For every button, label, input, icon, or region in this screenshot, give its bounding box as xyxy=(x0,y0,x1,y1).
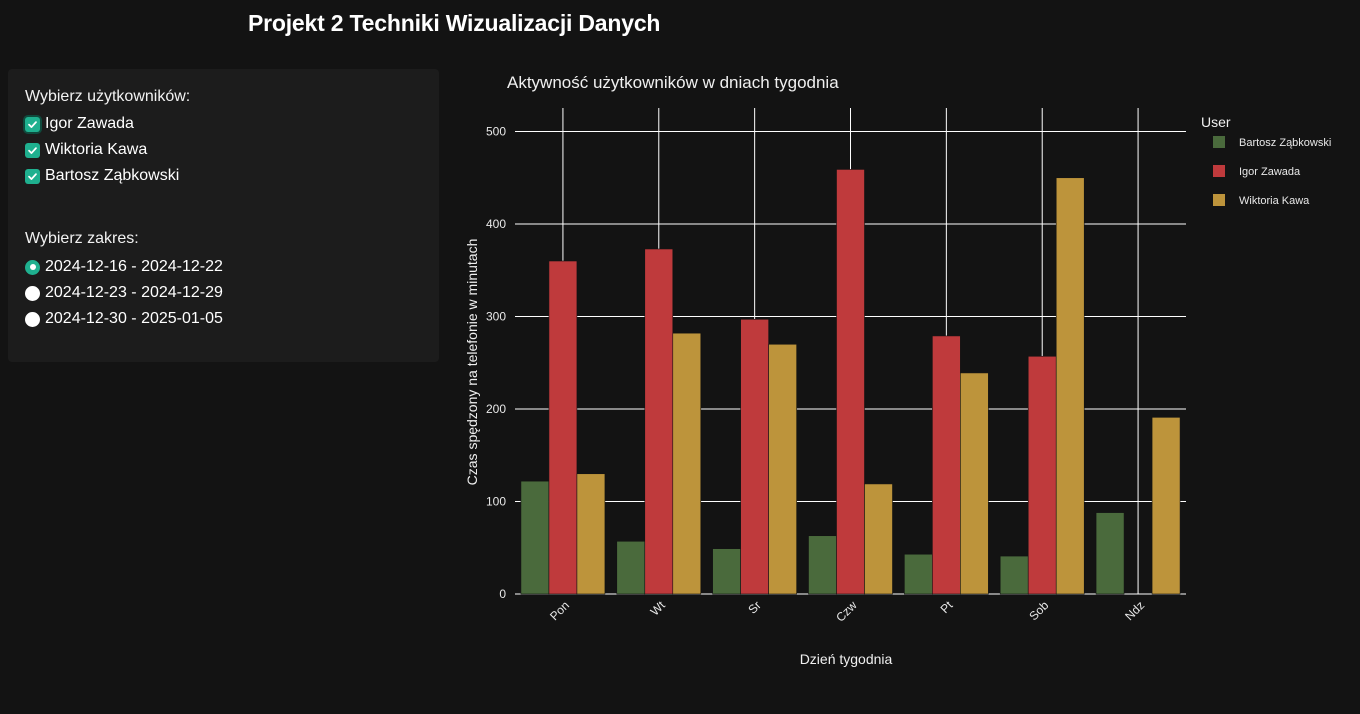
y-tick-label: 500 xyxy=(486,125,506,139)
radio-unselected-icon[interactable] xyxy=(25,311,40,327)
x-tick-label: Sob xyxy=(1026,598,1051,623)
bar-wiktoria-czw[interactable] xyxy=(864,483,893,595)
bar-bartosz-sob[interactable] xyxy=(999,555,1029,595)
x-axis-title: Dzień tygodnia xyxy=(800,651,893,667)
legend-label[interactable]: Igor Zawada xyxy=(1239,166,1301,178)
legend-label[interactable]: Bartosz Ząbkowski xyxy=(1239,137,1331,149)
x-tick-label: Pon xyxy=(547,598,572,623)
radio-unselected-icon[interactable] xyxy=(25,285,40,301)
y-axis-ticks: 0 100 200 300 400 500 xyxy=(486,125,506,602)
bar-bartosz-ndz[interactable] xyxy=(1095,512,1125,595)
bar-igor-sr[interactable] xyxy=(740,318,769,595)
legend-label[interactable]: Wiktoria Kawa xyxy=(1239,195,1310,207)
bar-bartosz-pon[interactable] xyxy=(520,480,550,595)
range-radio-label: 2024-12-30 - 2025-01-05 xyxy=(45,310,223,327)
bar-wiktoria-pt[interactable] xyxy=(960,372,989,595)
range-radio-3[interactable]: 2024-12-30 - 2025-01-05 xyxy=(25,309,223,329)
user-checkbox-label: Wiktoria Kawa xyxy=(45,141,148,158)
legend-swatch[interactable] xyxy=(1213,194,1225,206)
x-tick-label: Czw xyxy=(833,598,860,625)
checkbox-checked-icon[interactable] xyxy=(25,116,40,132)
bar-wiktoria-pon[interactable] xyxy=(576,473,606,595)
bar-wiktoria-sr[interactable] xyxy=(768,343,797,595)
bar-wiktoria-sob[interactable] xyxy=(1055,177,1085,595)
range-radio-label: 2024-12-23 - 2024-12-29 xyxy=(45,284,223,301)
bar-bartosz-sr[interactable] xyxy=(712,548,741,595)
x-tick-label: Ndz xyxy=(1122,598,1147,623)
bar-wiktoria-wt[interactable] xyxy=(672,332,702,595)
bar-igor-pon[interactable] xyxy=(548,260,578,595)
bar-igor-wt[interactable] xyxy=(644,248,674,595)
users-label: Wybierz użytkowników: xyxy=(25,88,191,105)
checkbox-checked-icon[interactable] xyxy=(25,142,40,158)
user-checkbox-label: Igor Zawada xyxy=(45,115,134,132)
user-checkbox-label: Bartosz Ząbkowski xyxy=(45,167,180,184)
y-axis-title: Czas spędzony na telefonie w minutach xyxy=(464,239,480,486)
x-tick-label: Pt xyxy=(938,598,956,616)
bar-bartosz-czw[interactable] xyxy=(808,535,837,595)
y-tick-label: 100 xyxy=(486,495,506,509)
user-checkbox-bartosz[interactable]: Bartosz Ząbkowski xyxy=(25,166,179,186)
control-panel: Wybierz użytkowników: Igor Zawada Wiktor… xyxy=(8,69,439,362)
bar-igor-pt[interactable] xyxy=(932,335,961,595)
bar-igor-sob[interactable] xyxy=(1027,355,1057,595)
y-tick-label: 0 xyxy=(499,587,506,601)
radio-selected-icon[interactable] xyxy=(25,259,40,275)
chart-title: Aktywność użytkowników w dniach tygodnia xyxy=(507,73,839,92)
range-radio-label: 2024-12-16 - 2024-12-22 xyxy=(45,258,223,275)
bar-wiktoria-ndz[interactable] xyxy=(1151,417,1181,595)
x-axis-ticks: Pon Wt Sr Czw Pt Sob Ndz xyxy=(547,598,1147,625)
legend-title: User xyxy=(1201,114,1231,130)
x-tick-label: Wt xyxy=(648,598,669,619)
x-tick-label: Sr xyxy=(745,598,763,616)
range-label: Wybierz zakres: xyxy=(25,230,139,247)
y-tick-label: 200 xyxy=(486,402,506,416)
bar-bartosz-pt[interactable] xyxy=(904,553,933,595)
chart-legend: Bartosz Ząbkowski Igor Zawada Wiktoria Kaw… xyxy=(1213,136,1331,207)
user-checkbox-wiktoria[interactable]: Wiktoria Kawa xyxy=(25,140,147,160)
range-radio-2[interactable]: 2024-12-23 - 2024-12-29 xyxy=(25,283,223,303)
legend-swatch[interactable] xyxy=(1213,165,1225,177)
legend-swatch[interactable] xyxy=(1213,136,1225,148)
y-tick-label: 300 xyxy=(486,310,506,324)
bar-igor-czw[interactable] xyxy=(836,169,865,595)
y-tick-label: 400 xyxy=(486,217,506,231)
user-checkbox-igor[interactable]: Igor Zawada xyxy=(25,114,134,134)
page-title: Projekt 2 Techniki Wizualizacji Danych xyxy=(248,10,661,36)
chart-bars xyxy=(520,169,1181,595)
checkbox-checked-icon[interactable] xyxy=(25,168,40,184)
bar-bartosz-wt[interactable] xyxy=(616,540,646,595)
range-radio-1[interactable]: 2024-12-16 - 2024-12-22 xyxy=(25,257,223,277)
